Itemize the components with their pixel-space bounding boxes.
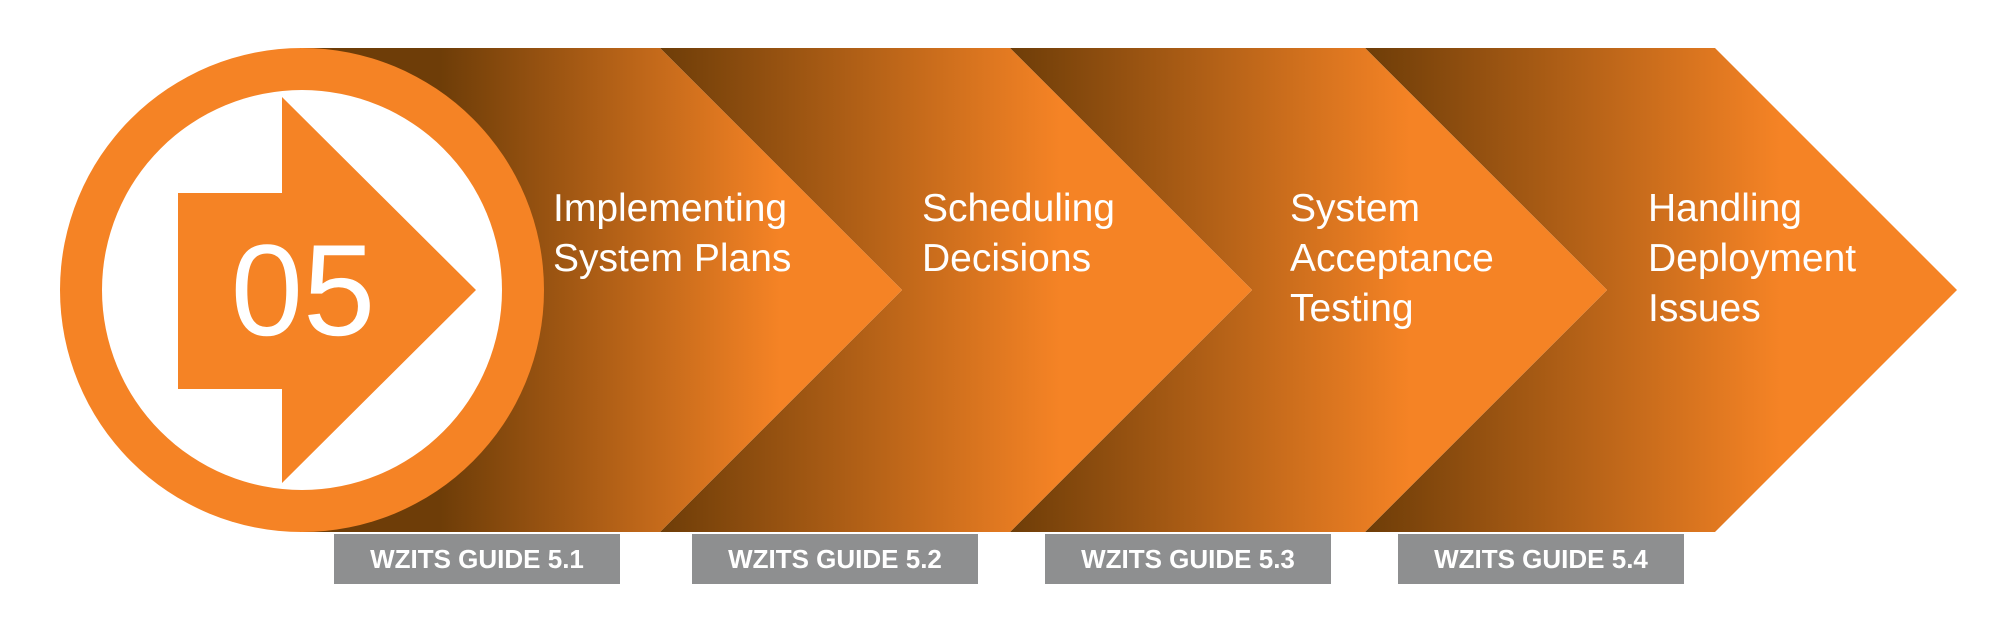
badge-number: 05 [230,217,376,363]
step-1-line-1: Implementing [553,187,788,230]
step-1-title: Implementing System Plans [553,184,791,284]
step-4-line-3: Issues [1648,287,1761,330]
step-3-line-2: Acceptance [1290,237,1494,280]
step-1-line-2: System Plans [553,237,792,280]
chevron-step-3 [1010,48,1607,532]
step-2-title: Scheduling Decisions [922,184,1115,284]
guide-label-5-3: WZITS GUIDE 5.3 [1045,534,1331,584]
badge-arrow-icon [178,97,476,483]
step-2-line-1: Scheduling [922,187,1115,230]
guide-label-5-1: WZITS GUIDE 5.1 [334,534,620,584]
step-3-line-1: System [1290,187,1421,230]
step-3-line-3: Testing [1290,287,1414,330]
guide-label-5-2: WZITS GUIDE 5.2 [692,534,978,584]
chevron-step-4 [1365,48,1957,532]
guide-label-5-4: WZITS GUIDE 5.4 [1398,534,1684,584]
step-4-line-2: Deployment [1648,237,1857,280]
step-2-line-2: Decisions [922,237,1092,280]
step-4-line-1: Handling [1648,187,1802,230]
chevron-step-2 [660,48,1252,532]
step-3-title: System Acceptance Testing [1290,184,1494,334]
step-4-title: Handling Deployment Issues [1648,184,1856,334]
